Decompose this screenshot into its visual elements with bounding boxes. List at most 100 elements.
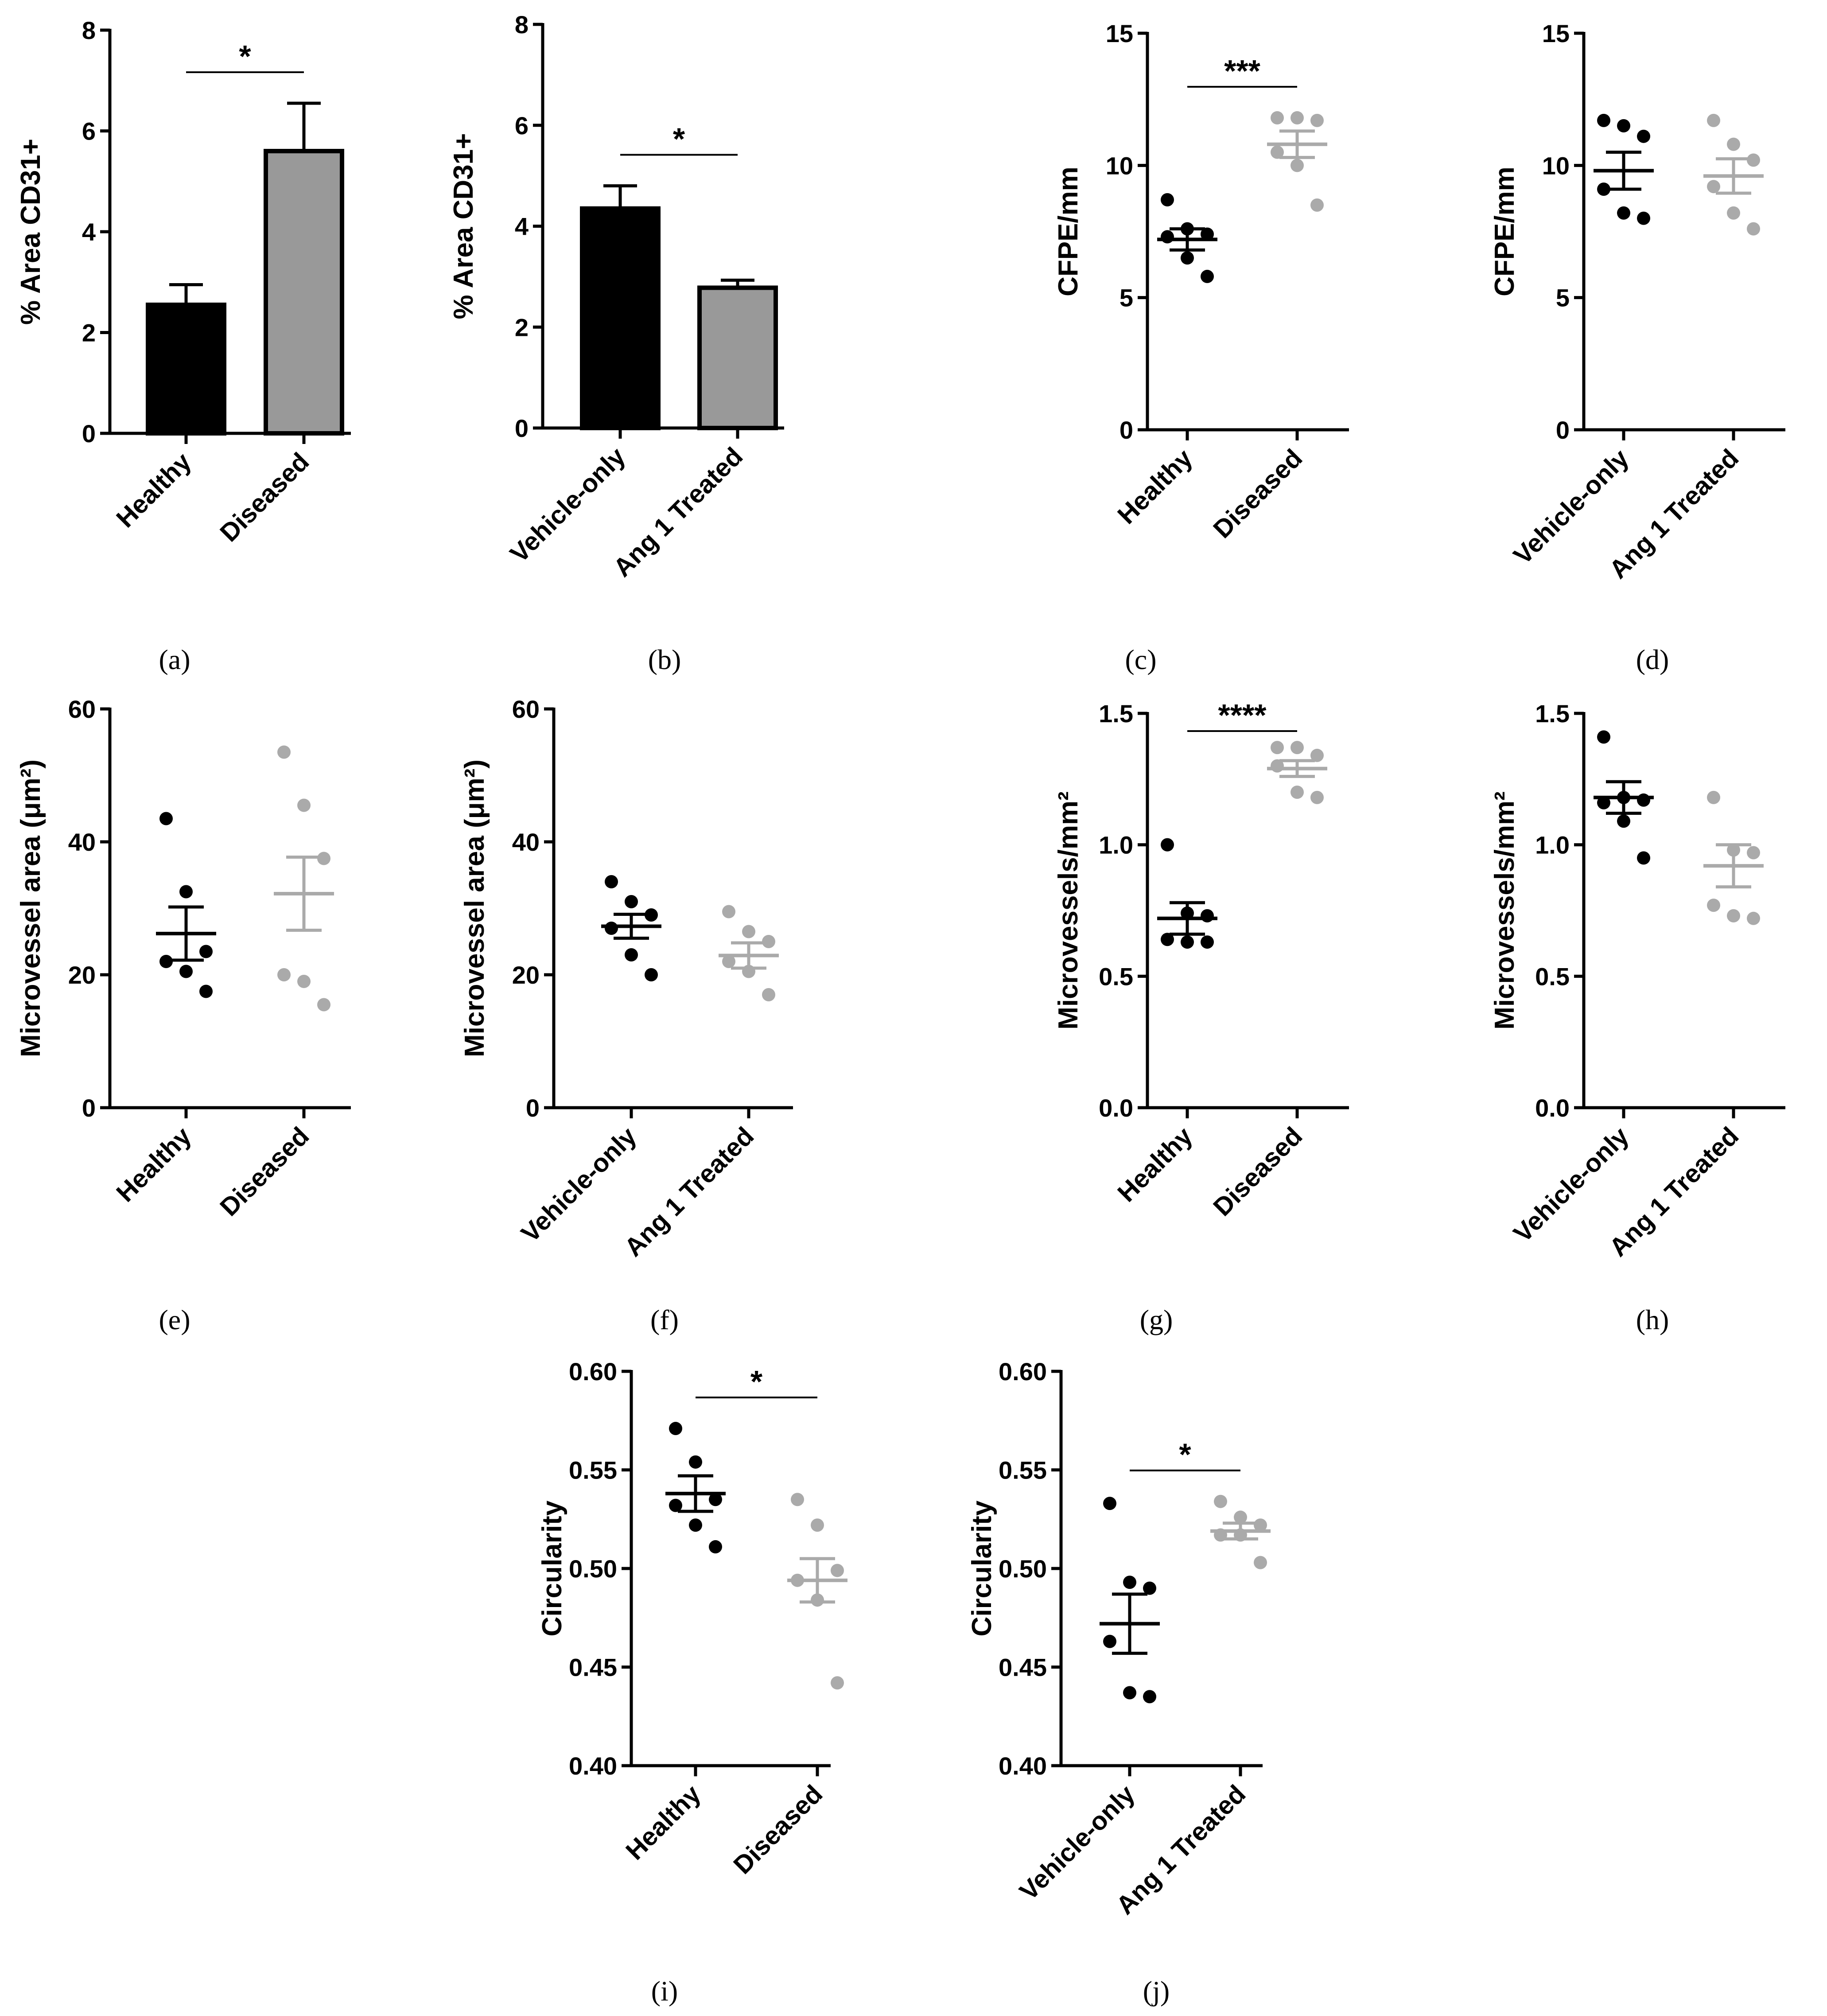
y-tick-label: 8 <box>515 11 529 39</box>
y-tick-label: 0 <box>82 1094 96 1122</box>
data-point <box>199 985 213 998</box>
data-point <box>1727 843 1740 857</box>
y-tick-label: 10 <box>1106 152 1133 179</box>
x-tick-label: Healthy <box>1112 1121 1198 1207</box>
x-tick-label: Healthy <box>111 1121 197 1207</box>
y-axis-label: Circularity <box>967 1500 997 1636</box>
bar <box>580 206 661 430</box>
data-point <box>669 1422 682 1436</box>
y-tick-label: 6 <box>515 112 529 140</box>
data-point <box>1123 1686 1136 1700</box>
data-point <box>605 922 618 935</box>
panel-label: (b) <box>648 644 681 675</box>
data-point <box>159 812 173 825</box>
y-tick-label: 1.0 <box>1535 831 1570 859</box>
data-point <box>1727 909 1740 922</box>
data-point <box>722 905 735 918</box>
y-tick-label: 6 <box>82 117 96 145</box>
data-point <box>1181 251 1194 265</box>
data-point <box>1747 911 1760 925</box>
data-point <box>811 1593 824 1607</box>
data-point <box>1161 230 1174 244</box>
data-point <box>1143 1690 1156 1704</box>
data-point <box>1181 935 1194 949</box>
y-tick-label: 0.5 <box>1535 962 1570 990</box>
data-point <box>689 1518 702 1532</box>
data-point <box>1271 145 1284 159</box>
data-point <box>277 968 291 981</box>
significance-marker: * <box>1179 1437 1191 1472</box>
y-axis-label: CFPE/mm <box>1053 167 1084 296</box>
panel-label: (a) <box>159 644 190 675</box>
data-point <box>1747 846 1760 860</box>
data-point <box>1123 1576 1136 1589</box>
panel-label: (h) <box>1636 1304 1669 1335</box>
x-tick-label: Healthy <box>1112 444 1198 529</box>
data-point <box>199 945 213 958</box>
data-point <box>1291 111 1304 125</box>
significance-marker: * <box>239 39 251 74</box>
y-tick-label: 0.60 <box>999 1358 1047 1386</box>
x-tick-label: Diseased <box>728 1779 828 1880</box>
y-tick-label: 0.60 <box>569 1358 617 1386</box>
data-point <box>1707 113 1720 127</box>
data-point <box>179 885 193 899</box>
y-tick-label: 60 <box>68 695 96 723</box>
data-point <box>1637 211 1650 225</box>
data-point <box>1707 899 1720 912</box>
data-point <box>1291 741 1304 755</box>
data-point <box>1201 269 1214 283</box>
data-point <box>1161 193 1174 206</box>
data-point <box>722 955 735 968</box>
y-tick-label: 0.45 <box>569 1654 617 1681</box>
y-tick-label: 0.0 <box>1535 1094 1570 1122</box>
panel-g: 0.0 0.5 1.0 1.5 Healthy Diseased Microvessels/… <box>1053 698 1349 1335</box>
data-point <box>1291 786 1304 799</box>
y-tick-label: 0 <box>1556 416 1570 444</box>
data-point <box>742 925 755 938</box>
x-tick-label: Diseased <box>214 1121 315 1222</box>
data-point <box>1201 935 1214 949</box>
y-tick-label: 0.0 <box>1099 1094 1133 1122</box>
panel-label: (c) <box>1125 644 1156 675</box>
y-tick-label: 1.0 <box>1099 831 1133 859</box>
data-point <box>1310 198 1324 212</box>
data-point <box>1637 129 1650 143</box>
x-tick-label: Vehicle-only <box>516 1121 642 1248</box>
significance-marker: * <box>673 121 685 156</box>
data-point <box>1617 814 1630 828</box>
data-point <box>1271 741 1284 755</box>
data-point <box>1617 790 1630 804</box>
data-point <box>1254 1518 1267 1532</box>
y-axis-label: Microvessel area (μm²) <box>459 759 490 1057</box>
data-point <box>1201 227 1214 241</box>
data-point <box>1271 759 1284 773</box>
data-point <box>831 1564 844 1577</box>
y-tick-label: 0.40 <box>999 1752 1047 1780</box>
panel-label: (f) <box>650 1304 679 1335</box>
data-point <box>791 1493 804 1506</box>
x-tick-label: Diseased <box>1208 444 1308 544</box>
data-point <box>1747 153 1760 167</box>
panel-e: 0 20 40 60 Healthy Diseased Microvessel area (… <box>16 695 351 1335</box>
y-tick-label: 60 <box>512 695 540 723</box>
data-point <box>1161 933 1174 946</box>
data-point <box>1103 1497 1116 1510</box>
y-tick-label: 0.55 <box>569 1456 617 1484</box>
y-tick-label: 0 <box>82 420 96 448</box>
data-point <box>1201 909 1214 922</box>
data-point <box>1254 1556 1267 1569</box>
data-point <box>179 965 193 978</box>
x-tick-label: Vehicle-only <box>1508 444 1634 570</box>
y-tick-label: 0 <box>515 414 529 442</box>
y-tick-label: 5 <box>1556 284 1570 312</box>
data-point <box>1181 906 1194 920</box>
bar <box>264 149 344 436</box>
data-point <box>811 1518 824 1532</box>
data-point <box>742 965 755 978</box>
y-tick-label: 0.5 <box>1099 962 1133 990</box>
